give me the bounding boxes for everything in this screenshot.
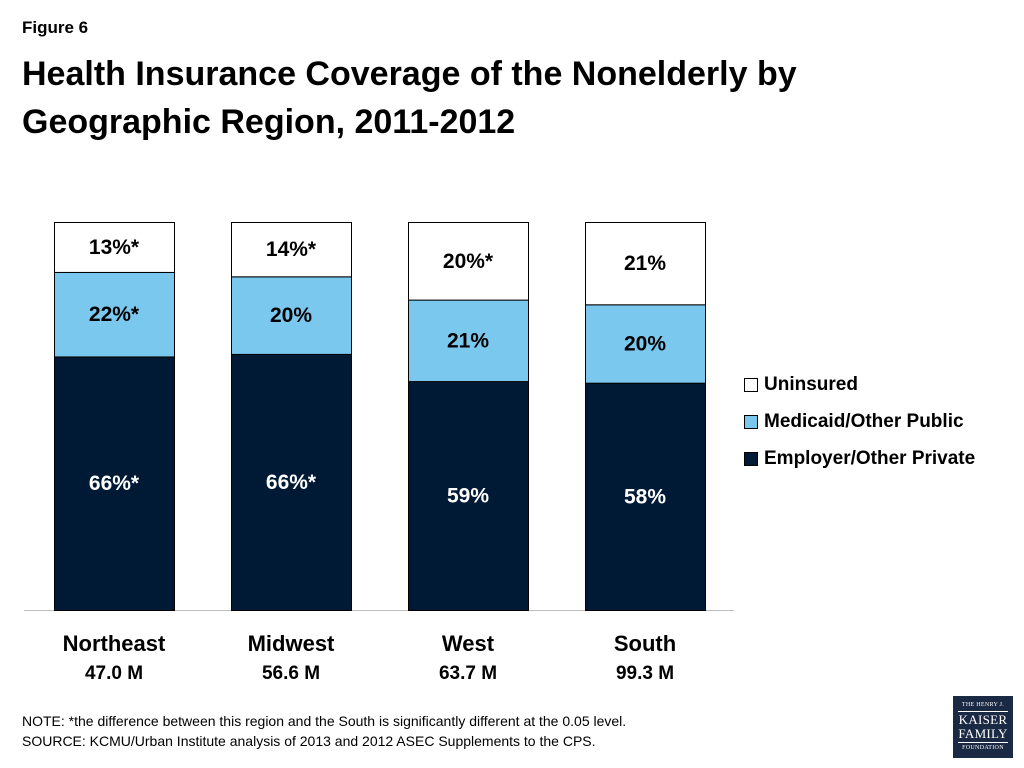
data-label-uninsured-midwest: 14%* (266, 238, 317, 261)
bar-medicaid-south (585, 304, 706, 384)
legend-item-employer: Employer/Other Private (744, 440, 975, 477)
figure-label: Figure 6 (22, 18, 89, 37)
data-label-medicaid-south: 20% (624, 332, 666, 355)
bar-medicaid-midwest (231, 276, 352, 355)
bar-uninsured-northeast (54, 222, 175, 273)
bar-employer-midwest (231, 353, 352, 611)
footnotes: NOTE: *the difference between this regio… (22, 711, 626, 751)
chart-title: Health Insurance Coverage of the Nonelde… (22, 55, 797, 141)
category-sublabel-northeast: 47.0 M (85, 663, 143, 684)
data-label-medicaid-west: 21% (447, 329, 489, 352)
category-label-midwest: Midwest (248, 631, 335, 656)
legend-label-medicaid: Medicaid/Other Public (764, 410, 964, 432)
category-sublabel-south: 99.3 M (616, 663, 674, 684)
data-label-employer-south: 58% (624, 485, 666, 508)
source-text: SOURCE: KCMU/Urban Institute analysis of… (22, 733, 596, 749)
legend-swatch-employer (744, 451, 758, 466)
logo-line-2: KAISER (958, 712, 1008, 727)
bar-uninsured-midwest (231, 222, 352, 278)
logo-line-1: THE HENRY J. (961, 702, 1005, 708)
data-label-uninsured-south: 21% (624, 252, 666, 275)
data-label-uninsured-west: 20%* (443, 250, 494, 273)
legend-swatch-uninsured (744, 377, 758, 392)
bar-medicaid-northeast (54, 271, 175, 358)
bar-uninsured-south (585, 222, 706, 306)
logo-line-3: FAMILY (958, 726, 1008, 741)
data-label-medicaid-northeast: 22%* (89, 303, 140, 326)
data-label-employer-west: 59% (447, 485, 489, 508)
bar-employer-south (585, 382, 706, 611)
legend-swatch-medicaid (744, 414, 758, 429)
category-label-west: West (442, 631, 495, 656)
legend-label-uninsured: Uninsured (764, 373, 858, 395)
data-label-uninsured-northeast: 13%* (89, 236, 140, 259)
data-label-medicaid-midwest: 20% (270, 304, 312, 327)
logo-line-4: FOUNDATION (962, 745, 1004, 751)
category-sublabel-midwest: 56.6 M (262, 663, 320, 684)
bar-uninsured-west (408, 222, 529, 301)
category-sublabel-west: 63.7 M (439, 663, 497, 684)
data-label-employer-midwest: 66%* (266, 471, 317, 494)
legend-item-uninsured: Uninsured (744, 366, 975, 403)
bar-medicaid-west (408, 299, 529, 383)
legend: Uninsured Medicaid/Other Public Employer… (744, 366, 975, 477)
kff-logo: THE HENRY J. KAISER FAMILY FOUNDATION (953, 696, 1013, 758)
bar-employer-west (408, 381, 529, 611)
category-label-northeast: Northeast (63, 631, 166, 656)
category-label-south: South (614, 631, 676, 656)
legend-label-employer: Employer/Other Private (764, 447, 976, 469)
legend-item-medicaid: Medicaid/Other Public (744, 403, 975, 440)
note-text: NOTE: *the difference between this regio… (22, 713, 627, 729)
data-label-employer-northeast: 66%* (89, 472, 140, 495)
